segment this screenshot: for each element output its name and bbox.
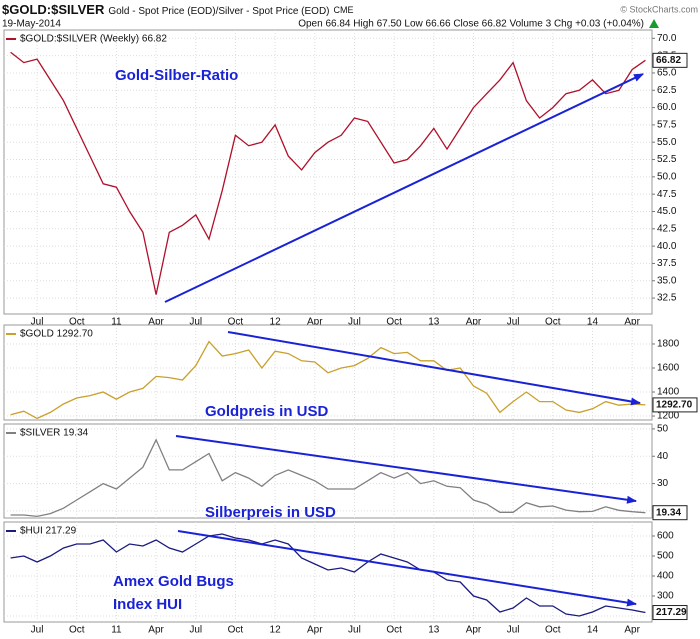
date: 19-May-2014: [2, 19, 61, 30]
x-tick-label: Apr: [148, 625, 164, 636]
last-value-label: 217.29: [656, 607, 687, 618]
x-tick-label: 12: [270, 625, 282, 636]
data-line: [10, 340, 646, 420]
x-tick-label: Apr: [466, 317, 482, 328]
last-value-label: 1292.70: [656, 400, 693, 411]
y-tick-label: 52.5: [657, 154, 677, 165]
copyright: © StockCharts.com: [620, 4, 698, 14]
trend-arrow: [227, 331, 641, 406]
last-value-box: [652, 505, 688, 521]
x-tick-label: 12: [270, 317, 282, 328]
y-tick-label: 1400: [657, 387, 680, 398]
x-tick-label: 13: [428, 317, 440, 328]
y-tick-label: 50.0: [657, 171, 677, 182]
x-tick-label: Apr: [307, 625, 323, 636]
panel-frame: [3, 521, 653, 623]
x-tick-label: Oct: [69, 625, 85, 636]
y-tick-label: 70.0: [657, 33, 677, 44]
y-tick-label: 55.0: [657, 137, 677, 148]
data-line: [10, 438, 646, 518]
legend-label: $GOLD:$SILVER (Weekly) 66.82: [20, 34, 167, 45]
last-value-box: [652, 605, 688, 621]
y-tick-label: 300: [657, 591, 674, 602]
y-tick-label: 400: [657, 571, 674, 582]
trend-arrow: [175, 435, 637, 504]
x-tick-label: Oct: [386, 625, 402, 636]
last-value-label: 66.82: [656, 55, 681, 66]
x-tick-label: Oct: [545, 625, 561, 636]
trend-arrow: [164, 73, 644, 303]
annotation: Gold-Silber-Ratio: [115, 67, 238, 84]
x-tick-label: Jul: [31, 317, 44, 328]
y-tick-label: 45.0: [657, 206, 677, 217]
y-tick-label: 32.5: [657, 293, 677, 304]
up-arrow-icon: [649, 19, 659, 28]
x-tick-label: Apr: [148, 317, 164, 328]
x-tick-label: Jul: [507, 625, 520, 636]
trend-arrow: [177, 530, 637, 607]
legend-label: $HUI 217.29: [20, 526, 77, 537]
y-tick-label: 1800: [657, 339, 680, 350]
last-value-label: 19.34: [656, 507, 681, 518]
y-tick-label: 1200: [657, 411, 680, 422]
x-tick-label: Apr: [466, 625, 482, 636]
y-tick-label: 37.5: [657, 258, 677, 269]
x-tick-label: Oct: [228, 317, 244, 328]
y-tick-label: 50: [657, 424, 669, 435]
last-value-box: [652, 52, 688, 68]
legend-label: $SILVER 19.34: [20, 428, 89, 439]
data-line: [10, 533, 646, 617]
annotation: Index HUI: [113, 596, 182, 613]
y-tick-label: 47.5: [657, 189, 677, 200]
x-tick-label: 11: [111, 317, 122, 328]
description: Gold - Spot Price (EOD)/Silver - Spot Pr…: [108, 6, 329, 17]
x-tick-label: Apr: [624, 625, 640, 636]
y-tick-label: 40.0: [657, 241, 677, 252]
x-tick-label: 14: [587, 625, 599, 636]
y-tick-label: 57.5: [657, 120, 677, 131]
annotation: Amex Gold Bugs: [113, 573, 234, 590]
x-tick-label: Oct: [545, 317, 561, 328]
y-tick-label: 30: [657, 478, 669, 489]
exchange: CME: [334, 5, 354, 15]
y-tick-label: 1600: [657, 363, 680, 374]
y-tick-label: 500: [657, 551, 674, 562]
symbol: $GOLD:$SILVER: [2, 2, 105, 17]
x-tick-label: 14: [587, 317, 599, 328]
data-line: [10, 51, 646, 295]
y-tick-label: 35.0: [657, 275, 677, 286]
x-tick-label: Oct: [228, 625, 244, 636]
x-tick-label: Oct: [386, 317, 402, 328]
x-tick-label: Jul: [348, 625, 361, 636]
annotation: Silberpreis in USD: [205, 504, 336, 521]
header-line: $GOLD:$SILVER Gold - Spot Price (EOD)/Sil…: [2, 2, 354, 17]
y-tick-label: 60.0: [657, 102, 677, 113]
y-tick-label: 600: [657, 531, 674, 542]
quote: Open 66.84 High 67.50 Low 66.66 Close 66…: [298, 19, 644, 30]
plots: 32.5 35.0 37.5 40.0 42.5 45.0 47.5 50.0 52.5 55.0…: [3, 29, 698, 636]
x-tick-label: 13: [428, 625, 440, 636]
x-tick-label: Jul: [189, 317, 202, 328]
last-value-box: [652, 397, 698, 413]
y-tick-label: 62.5: [657, 85, 677, 96]
x-tick-label: Oct: [69, 317, 85, 328]
y-tick-label: 40: [657, 451, 669, 462]
y-tick-label: 42.5: [657, 223, 677, 234]
x-tick-label: Apr: [624, 317, 640, 328]
panel-frame: [3, 29, 653, 315]
annotation: Goldpreis in USD: [205, 403, 329, 420]
x-tick-label: 11: [111, 625, 122, 636]
x-tick-label: Jul: [507, 317, 520, 328]
x-tick-label: Jul: [31, 625, 44, 636]
x-tick-label: Jul: [348, 317, 361, 328]
y-tick-label: 65.0: [657, 68, 677, 79]
legend-label: $GOLD 1292.70: [20, 329, 93, 340]
x-tick-label: Jul: [189, 625, 202, 636]
panel-frame: [3, 423, 653, 519]
x-tick-label: Apr: [307, 317, 323, 328]
